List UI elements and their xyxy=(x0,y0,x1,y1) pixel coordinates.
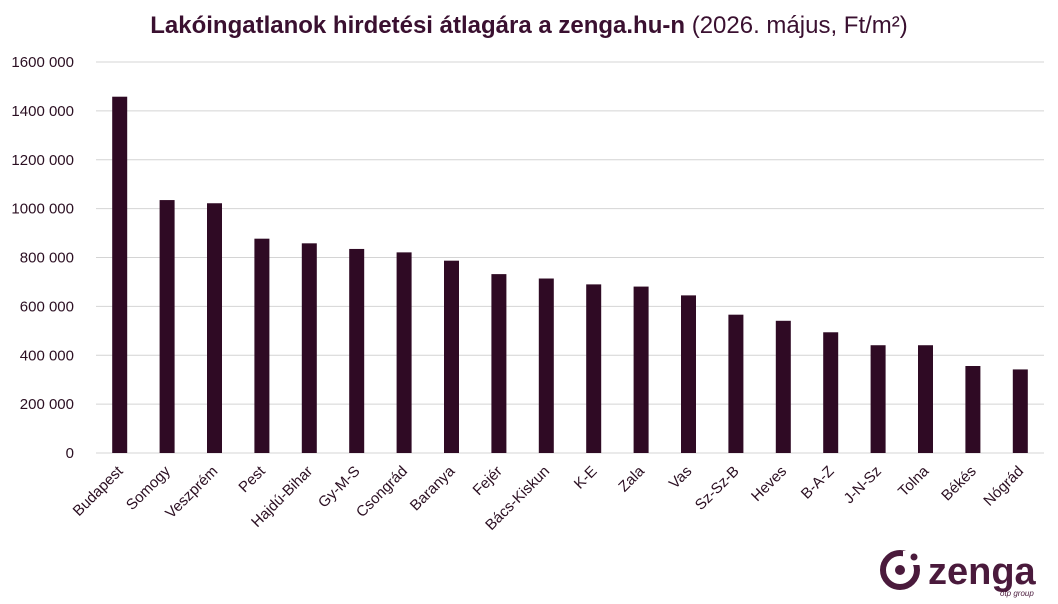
chart-title-line: Lakóingatlanok hirdetési átlagára a zeng… xyxy=(0,12,1058,40)
x-tick-label: Fejér xyxy=(470,463,506,499)
y-tick-label: 0 xyxy=(66,445,74,462)
y-tick-label: 800 000 xyxy=(20,250,74,267)
x-tick-label: Zala xyxy=(615,462,648,495)
bar xyxy=(254,238,270,453)
y-tick-label: 400 000 xyxy=(20,347,74,364)
x-tick-label: Nógrád xyxy=(980,463,1027,510)
x-tick-label: Csongrád xyxy=(353,463,411,521)
zenga-logo: zenga otp group xyxy=(880,550,1037,598)
y-tick-label: 1200 000 xyxy=(11,152,74,169)
bar xyxy=(444,260,459,453)
bar xyxy=(491,274,507,453)
y-tick-label: 1600 000 xyxy=(11,54,74,71)
x-tick-label: Heves xyxy=(748,463,790,505)
x-tick-label: Vas xyxy=(666,463,696,493)
bar xyxy=(396,252,412,453)
y-tick-label: 1400 000 xyxy=(11,103,74,120)
bar xyxy=(775,320,791,453)
zenga-logo-icon xyxy=(880,550,923,590)
chart-subtitle: (2026. május, Ft/m²) xyxy=(691,12,908,39)
bar xyxy=(301,243,317,453)
bar xyxy=(159,200,175,453)
x-tick-label: Tolna xyxy=(895,462,933,500)
bar xyxy=(349,248,365,453)
x-tick-label: Baranya xyxy=(407,462,459,514)
y-tick-label: 600 000 xyxy=(20,298,74,315)
y-tick-label: 200 000 xyxy=(20,396,74,413)
y-tick-label: 1000 000 xyxy=(11,201,74,218)
x-tick-label: Veszprém xyxy=(162,463,221,522)
gridlines xyxy=(96,61,1044,454)
y-axis-ticks: 0 200 000 400 000 600 000 800 000 1000 000 120… xyxy=(11,54,74,462)
bar xyxy=(633,286,649,453)
chart-title: Lakóingatlanok hirdetési átlagára a zeng… xyxy=(150,12,686,39)
bar xyxy=(1012,369,1028,453)
x-tick-label: Pest xyxy=(235,462,269,496)
x-tick-label: K-E xyxy=(571,463,601,493)
bar xyxy=(918,345,933,453)
bar xyxy=(112,96,128,454)
bar xyxy=(586,284,602,453)
bar xyxy=(728,314,744,453)
x-tick-label: J-N-Sz xyxy=(841,463,885,507)
bars xyxy=(112,96,1028,454)
logo-wordmark: zenga xyxy=(928,551,1037,593)
bar xyxy=(823,332,839,453)
bar xyxy=(965,366,981,453)
x-tick-label: Sz-Sz-B xyxy=(692,463,743,514)
bar xyxy=(538,278,554,453)
x-tick-label: Békés xyxy=(938,463,980,505)
x-tick-label: B-A-Z xyxy=(798,463,838,503)
x-tick-label: Budapest xyxy=(70,462,127,519)
bar xyxy=(870,345,886,453)
bar xyxy=(681,295,696,453)
bar xyxy=(207,203,222,453)
logo-tagline: otp group xyxy=(1000,589,1034,598)
